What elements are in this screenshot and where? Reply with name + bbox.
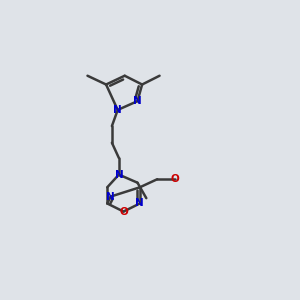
Text: N: N: [106, 191, 115, 202]
Text: O: O: [119, 207, 128, 217]
Text: N: N: [135, 199, 144, 208]
Text: O: O: [170, 174, 179, 184]
Text: N: N: [113, 105, 122, 115]
Text: N: N: [133, 96, 142, 106]
Text: N: N: [115, 169, 123, 180]
